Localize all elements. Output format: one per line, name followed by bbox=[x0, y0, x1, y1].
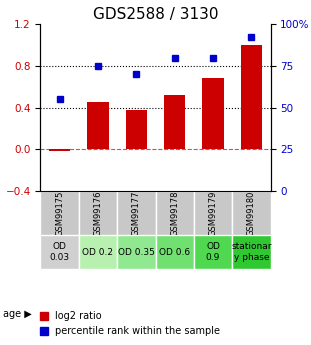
Bar bbox=[202, 78, 224, 149]
FancyBboxPatch shape bbox=[117, 235, 156, 269]
Bar bbox=[49, 149, 70, 151]
Text: GSM99179: GSM99179 bbox=[209, 190, 217, 236]
Text: stationar
y phase: stationar y phase bbox=[231, 243, 272, 262]
Title: GDS2588 / 3130: GDS2588 / 3130 bbox=[93, 7, 218, 22]
Bar bbox=[164, 95, 185, 149]
FancyBboxPatch shape bbox=[156, 235, 194, 269]
FancyBboxPatch shape bbox=[40, 235, 79, 269]
FancyBboxPatch shape bbox=[156, 191, 194, 235]
Text: GSM99178: GSM99178 bbox=[170, 190, 179, 236]
FancyBboxPatch shape bbox=[79, 235, 117, 269]
Text: OD
0.9: OD 0.9 bbox=[206, 243, 220, 262]
Text: GSM99175: GSM99175 bbox=[55, 190, 64, 236]
Text: OD 0.6: OD 0.6 bbox=[159, 248, 190, 257]
FancyBboxPatch shape bbox=[194, 235, 232, 269]
Legend: log2 ratio, percentile rank within the sample: log2 ratio, percentile rank within the s… bbox=[36, 307, 224, 340]
Text: GSM99177: GSM99177 bbox=[132, 190, 141, 236]
FancyBboxPatch shape bbox=[79, 191, 117, 235]
Bar bbox=[241, 45, 262, 149]
FancyBboxPatch shape bbox=[232, 191, 271, 235]
Text: OD 0.35: OD 0.35 bbox=[118, 248, 155, 257]
Text: OD
0.03: OD 0.03 bbox=[49, 243, 70, 262]
Text: GSM99180: GSM99180 bbox=[247, 190, 256, 236]
Text: OD 0.2: OD 0.2 bbox=[82, 248, 114, 257]
FancyBboxPatch shape bbox=[117, 191, 156, 235]
Text: GSM99176: GSM99176 bbox=[94, 190, 102, 236]
Text: age ▶: age ▶ bbox=[3, 309, 32, 319]
FancyBboxPatch shape bbox=[40, 191, 79, 235]
FancyBboxPatch shape bbox=[194, 191, 232, 235]
Bar bbox=[87, 102, 109, 149]
Bar bbox=[126, 110, 147, 149]
FancyBboxPatch shape bbox=[232, 235, 271, 269]
